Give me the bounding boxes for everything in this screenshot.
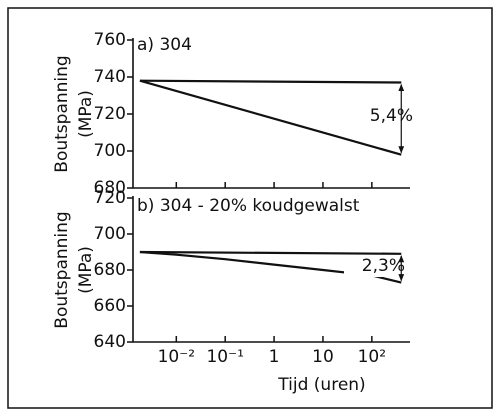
- y-tick-label: 680: [94, 260, 126, 280]
- y-tick-label: 740: [94, 67, 126, 87]
- y-tick-label: 700: [94, 224, 126, 244]
- subplot-title: b) 304 - 20% koudgewalst: [137, 196, 360, 216]
- y-axis-label: Boutspanning: [52, 211, 72, 328]
- y-tick-label: 720: [94, 104, 126, 124]
- line-series: [139, 79, 402, 84]
- y-tick-label: 720: [94, 188, 126, 208]
- y-tick-label: 640: [94, 332, 126, 352]
- y-axis-label: Boutspanning: [52, 55, 72, 172]
- x-tick-label: 10²: [358, 347, 386, 367]
- y-tick-label: 760: [94, 30, 126, 50]
- x-tick-label: 10⁻²: [158, 347, 195, 367]
- line-series: [139, 79, 402, 156]
- y-tick-label: 660: [94, 296, 126, 316]
- annotation: 2,3%: [362, 256, 405, 276]
- y-axis-label: (MPa): [76, 246, 96, 294]
- x-axis-label: Tijd (uren): [277, 375, 365, 395]
- y-axis-label: (MPa): [76, 90, 96, 138]
- annotation-bg: [344, 255, 390, 277]
- frame: [7, 7, 493, 409]
- x-tick-label: 10⁻¹: [206, 347, 243, 367]
- line-series: [139, 250, 402, 255]
- annotation-bg: [352, 105, 398, 127]
- subplot-title: a) 304: [137, 35, 192, 55]
- y-tick-label: 700: [94, 141, 126, 161]
- y-tick-label: 680: [94, 178, 126, 198]
- annotation: 5,4%: [370, 106, 413, 126]
- x-tick-label: 1: [269, 347, 280, 367]
- x-tick-label: 10: [312, 347, 334, 367]
